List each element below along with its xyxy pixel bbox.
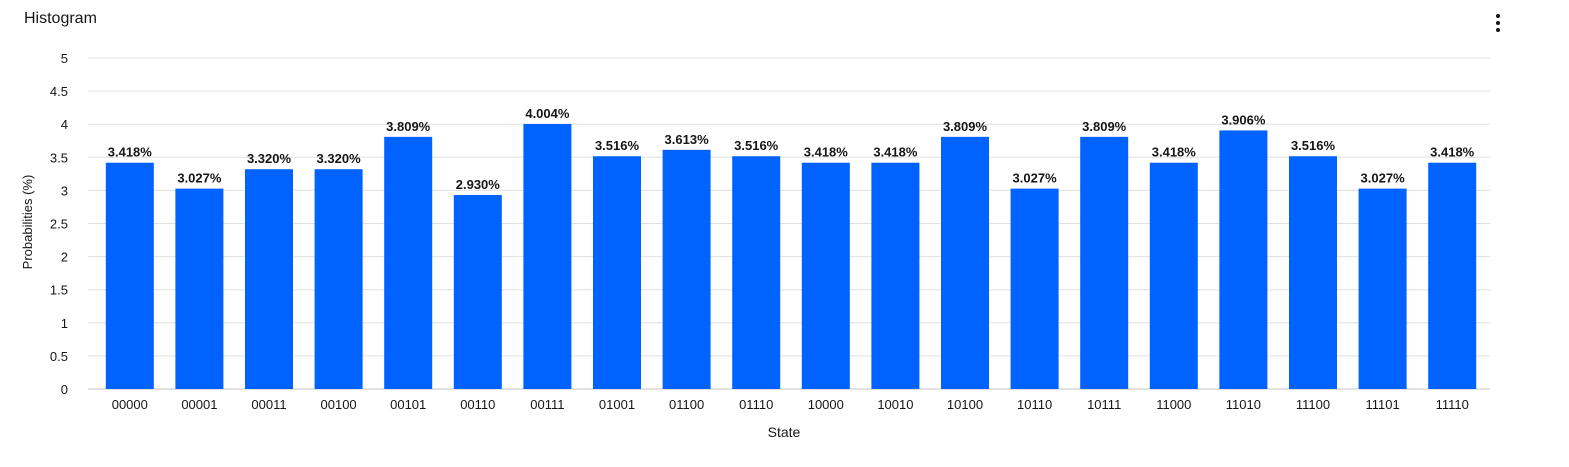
y-axis-label: Probabilities (%) xyxy=(20,175,35,270)
data-label: 3.809% xyxy=(386,119,431,134)
data-label: 3.027% xyxy=(1361,171,1406,186)
x-tick-label: 11101 xyxy=(1365,397,1399,412)
x-tick-label: 11010 xyxy=(1226,397,1261,412)
bar xyxy=(1010,188,1059,389)
x-tick-label: 01001 xyxy=(599,397,635,412)
data-label: 3.320% xyxy=(317,151,362,166)
bar xyxy=(384,136,433,389)
data-label: 3.418% xyxy=(108,145,153,160)
chart-title: Histogram xyxy=(24,10,97,27)
y-tick-label: 4.5 xyxy=(50,84,68,99)
x-tick-label: 00000 xyxy=(112,397,148,412)
x-tick-label: 10100 xyxy=(947,397,983,412)
overflow-menu-icon[interactable] xyxy=(1486,10,1510,36)
x-tick-label: 00011 xyxy=(251,397,286,412)
bar xyxy=(1149,162,1198,389)
data-label: 3.516% xyxy=(1291,138,1336,153)
menu-dot xyxy=(1496,21,1500,25)
data-label: 2.930% xyxy=(456,177,501,192)
x-tick-label: 10111 xyxy=(1087,397,1121,412)
x-tick-label: 00101 xyxy=(390,397,426,412)
grid-lines xyxy=(88,57,1490,390)
x-tick-label: 01100 xyxy=(669,397,704,412)
data-label: 3.027% xyxy=(177,171,222,186)
y-tick-label: 3 xyxy=(61,183,68,198)
y-tick-label: 2 xyxy=(61,250,68,265)
x-tick-label: 01110 xyxy=(739,397,773,412)
bar xyxy=(245,169,293,389)
bar xyxy=(1358,188,1407,389)
data-label: 3.516% xyxy=(595,138,640,153)
data-label: 3.027% xyxy=(1013,171,1058,186)
bar xyxy=(1219,130,1268,390)
bar xyxy=(1428,162,1477,389)
x-tick-label: 11000 xyxy=(1156,397,1191,412)
data-label: 3.809% xyxy=(1082,119,1127,134)
y-tick-label: 3.5 xyxy=(50,150,68,165)
data-label: 4.004% xyxy=(525,106,570,121)
bar xyxy=(175,188,224,389)
bar xyxy=(801,162,850,389)
data-label: 3.418% xyxy=(804,145,849,160)
x-axis-label: State xyxy=(768,424,801,440)
bar xyxy=(523,123,572,389)
y-tick-label: 2.5 xyxy=(50,217,68,232)
data-label: 3.906% xyxy=(1221,112,1266,127)
bars xyxy=(105,123,1477,390)
bar xyxy=(1289,156,1337,389)
y-tick-label: 1 xyxy=(61,316,68,331)
x-tick-label: 10110 xyxy=(1017,397,1052,412)
y-tick-label: 0.5 xyxy=(50,349,68,364)
y-axis-ticks: 0 0.5 1 1.5 2 2.5 3 3.5 4 4.5 5 xyxy=(50,51,68,397)
y-tick-label: 1.5 xyxy=(50,283,68,298)
bar xyxy=(941,136,989,389)
bar xyxy=(732,156,781,389)
data-label: 3.613% xyxy=(665,132,710,147)
x-tick-label: 11100 xyxy=(1296,397,1330,412)
x-tick-label: 10010 xyxy=(877,397,913,412)
y-tick-label: 5 xyxy=(61,51,68,66)
bar xyxy=(314,169,363,389)
bar xyxy=(1080,136,1129,389)
data-label: 3.516% xyxy=(734,138,779,153)
data-label: 3.418% xyxy=(1430,145,1475,160)
x-tick-label: 00110 xyxy=(460,397,495,412)
x-tick-label: 11110 xyxy=(1436,397,1469,412)
x-axis-ticks: 00000 00001 00011 00100 00101 00110 00111 01001… xyxy=(112,397,1469,412)
bar xyxy=(105,162,154,389)
data-label: 3.809% xyxy=(943,119,988,134)
bar xyxy=(453,195,502,389)
data-label: 3.418% xyxy=(1152,145,1197,160)
bar xyxy=(871,162,920,389)
menu-dot xyxy=(1496,28,1500,32)
bar xyxy=(593,156,641,389)
y-tick-label: 0 xyxy=(61,382,68,397)
x-tick-label: 00100 xyxy=(321,397,357,412)
data-label: 3.418% xyxy=(873,145,918,160)
x-tick-label: 00111 xyxy=(530,397,564,412)
menu-dot xyxy=(1496,14,1500,18)
x-tick-label: 00001 xyxy=(181,397,217,412)
x-tick-label: 10000 xyxy=(808,397,844,412)
data-labels: 3.418% 3.027% 3.320% 3.320% 3.809% 2.930% 4.00… xyxy=(108,106,1475,192)
bar xyxy=(662,149,711,389)
y-tick-label: 4 xyxy=(61,117,68,132)
data-label: 3.320% xyxy=(247,151,292,166)
